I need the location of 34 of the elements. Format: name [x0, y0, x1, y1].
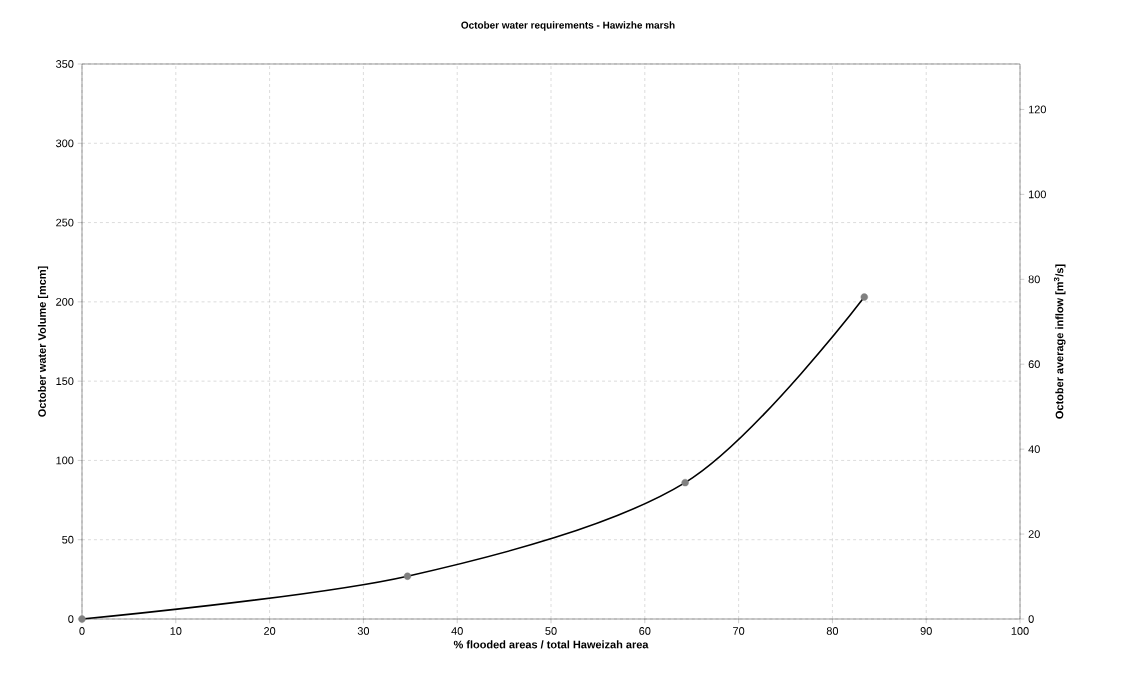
y-tick-label: 50 — [62, 535, 74, 544]
x-tick-label: 30 — [357, 627, 370, 635]
x-tick-label: 90 — [920, 627, 932, 635]
point — [681, 478, 689, 487]
x-tick-label: 20 — [264, 627, 276, 635]
y2-tick-label: 60 — [1028, 360, 1040, 369]
y-axis-title: October water Volume [mcm] — [37, 266, 49, 417]
point — [403, 572, 412, 580]
x-tick-label: 70 — [733, 627, 745, 635]
y-tick-label: 0 — [68, 615, 74, 623]
x-tick-label: 80 — [826, 627, 839, 635]
y2-tick-label: 0 — [1028, 615, 1034, 623]
y2-tick-label: 100 — [1028, 190, 1046, 199]
y2-tick-label: 80 — [1028, 275, 1040, 284]
y2-tick-label: 40 — [1028, 445, 1040, 454]
x-tick-label: 50 — [545, 627, 557, 635]
y2-axis-title: October average inflow [m$^{3}$/s] — [1053, 264, 1066, 419]
y-tick-label: 300 — [56, 139, 74, 148]
point — [78, 615, 86, 623]
y-tick-label: 350 — [56, 60, 74, 68]
y2-tick-label: 20 — [1028, 530, 1040, 538]
x-tick-label: 60 — [639, 627, 651, 635]
y2-tick-label: 120 — [1028, 105, 1046, 114]
y-tick-label: 100 — [56, 456, 74, 465]
x-tick-label: 0 — [79, 627, 85, 635]
x-tick-label: 100 — [1011, 627, 1029, 635]
x-tick-label: 10 — [170, 627, 182, 635]
x-tick-label: 40 — [451, 627, 463, 635]
chart-title: October water requirements - Hawizhe marsh — [461, 21, 675, 31]
point — [860, 293, 868, 301]
y-tick-label: 250 — [56, 218, 74, 227]
y-tick-label: 150 — [56, 377, 74, 386]
y-tick-label: 200 — [56, 297, 74, 306]
x-axis-title: % flooded areas / total Haweizah area — [453, 640, 649, 649]
